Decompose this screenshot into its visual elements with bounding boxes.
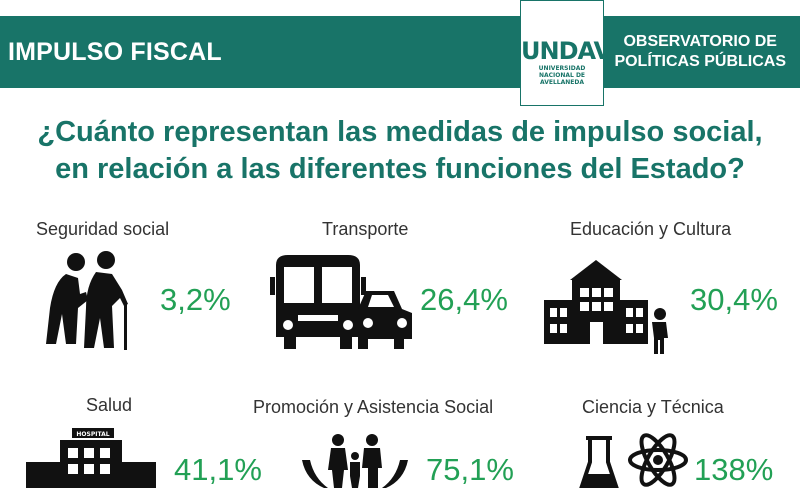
header-title: IMPULSO FISCAL [8, 38, 222, 66]
header-band: IMPULSO FISCAL OBSERVATORIO DE POLÍTICAS… [0, 16, 800, 88]
logo-caption: UNIVERSIDAD NACIONAL DE AVELLANEDA [521, 65, 603, 86]
value-promocion-asistencia-social: 75,1% [426, 452, 514, 487]
hospital-icon: HOSPITAL [26, 428, 156, 488]
question-line-2: en relación a las diferentes funciones d… [55, 153, 745, 185]
question-line-1: ¿Cuánto representan las medidas de impul… [37, 116, 763, 148]
hospital-sign-text: HOSPITAL [76, 431, 109, 438]
label-educacion-cultura: Educación y Cultura [570, 219, 732, 239]
value-transporte: 26,4% [420, 282, 508, 317]
label-seguridad-social: Seguridad social [36, 219, 170, 239]
label-salud: Salud [86, 395, 133, 415]
logo-mark: UNDAV [521, 37, 612, 65]
value-ciencia-tecnica: 138% [694, 452, 774, 487]
main-question: ¿Cuánto representan las medidas de impul… [0, 114, 800, 188]
label-ciencia-tecnica: Ciencia y Técnica [582, 397, 724, 417]
science-icon [579, 433, 688, 488]
label-transporte: Transporte [322, 219, 409, 239]
value-seguridad-social: 3,2% [160, 282, 231, 317]
logo-caption-line-2: NACIONAL DE [538, 72, 586, 79]
value-salud: 41,1% [174, 452, 262, 487]
value-educacion-cultura: 30,4% [690, 282, 778, 317]
elderly-couple-icon [46, 251, 128, 350]
family-hands-icon [302, 434, 408, 488]
school-icon [544, 260, 668, 354]
organization-line-1: OBSERVATORIO DE [623, 33, 777, 50]
header-organization: OBSERVATORIO DE POLÍTICAS PÚBLICAS [614, 32, 786, 72]
undav-logo: UNDAV UNIVERSIDAD NACIONAL DE AVELLANEDA [520, 0, 612, 106]
logo-caption-line-1: UNIVERSIDAD [538, 65, 586, 72]
organization-line-2: POLÍTICAS PÚBLICAS [614, 53, 786, 70]
logo-caption-line-3: AVELLANEDA [539, 79, 584, 86]
label-promocion-asistencia-social: Promoción y Asistencia Social [253, 397, 494, 417]
bus-car-icon [270, 255, 412, 349]
